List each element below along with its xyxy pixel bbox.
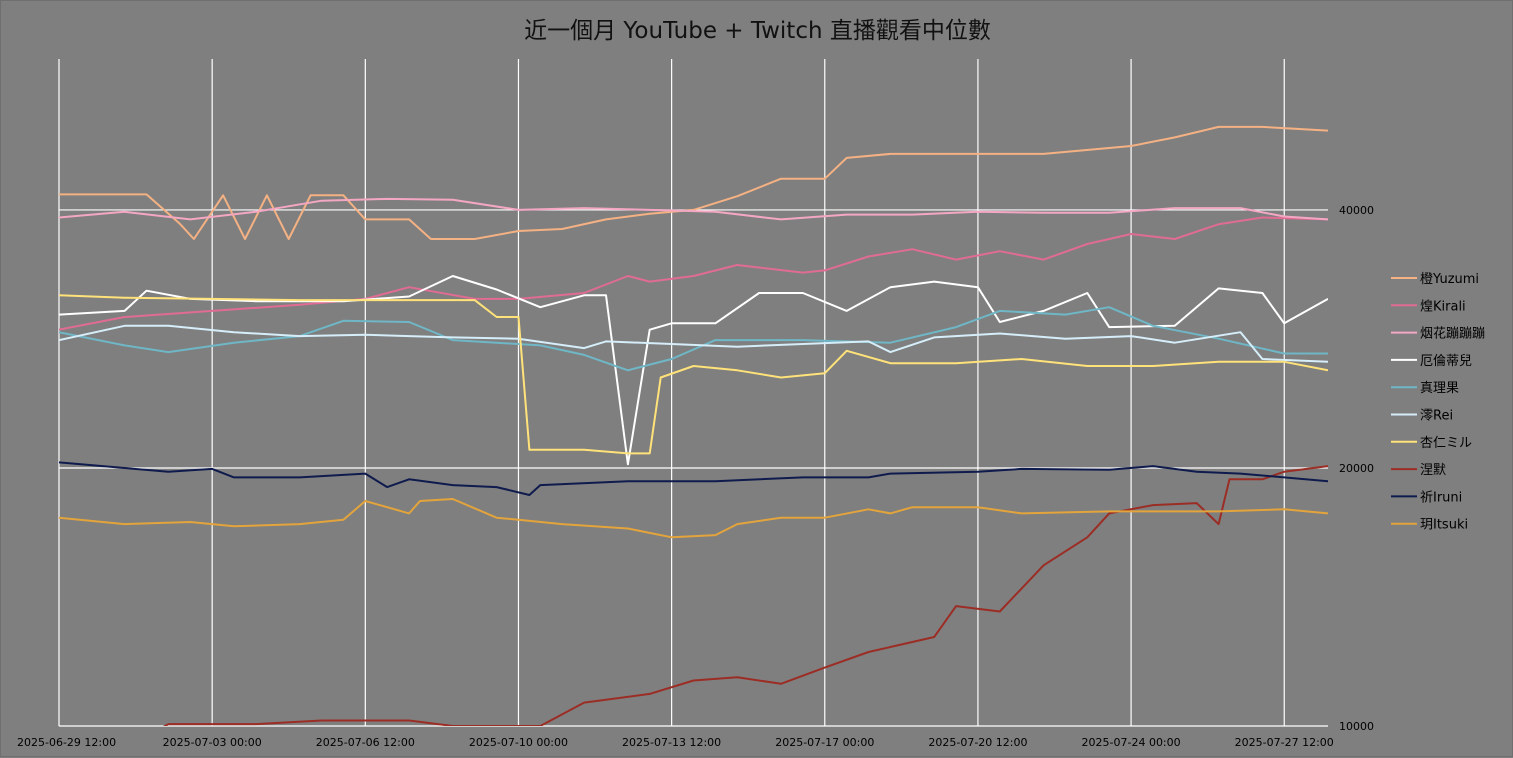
x-tick-label-0: 2025-06-29 12:00 [17, 736, 116, 749]
x-tick-label-5: 2025-07-17 00:00 [775, 736, 874, 749]
legend-label-9: 玥Itsuki [1420, 518, 1468, 533]
y-tick-label-1: 20000 [1339, 462, 1374, 475]
x-tick-label-3: 2025-07-10 00:00 [469, 736, 568, 749]
series-line-3 [59, 275, 1328, 466]
series-line-7 [163, 465, 1328, 726]
legend-label-5: 澪Rei [1420, 409, 1453, 424]
legend-label-2: 烟花蹦蹦蹦 [1420, 326, 1485, 342]
series-line-4 [59, 306, 1328, 372]
x-tick-label-8: 2025-07-27 12:00 [1235, 736, 1334, 749]
legend-label-3: 厄倫蒂兒 [1420, 354, 1472, 369]
series-line-2 [59, 197, 1328, 221]
series-line-1 [59, 216, 1328, 331]
series-lines [59, 125, 1328, 726]
y-tick-label-2: 40000 [1339, 204, 1374, 217]
x-tick-label-6: 2025-07-20 12:00 [928, 736, 1027, 749]
legend-label-4: 真理果 [1420, 381, 1459, 396]
x-tick-label-1: 2025-07-03 00:00 [163, 736, 262, 749]
x-tick-label-2: 2025-07-06 12:00 [316, 736, 415, 749]
x-tick-label-7: 2025-07-24 00:00 [1082, 736, 1181, 749]
legend-label-8: 祈Iruni [1420, 490, 1462, 505]
series-line-9 [59, 498, 1328, 539]
legend-label-0: 橙Yuzumi [1420, 272, 1479, 287]
legend-label-7: 涅默 [1420, 462, 1446, 478]
legend-label-1: 煌Kirali [1420, 299, 1466, 314]
x-tick-label-4: 2025-07-13 12:00 [622, 736, 721, 749]
series-line-5 [59, 324, 1328, 363]
legend-label-6: 杏仁ミル [1420, 436, 1472, 451]
series-line-0 [59, 125, 1328, 240]
series-line-6 [59, 294, 1328, 455]
chart-title: 近一個月 YouTube + Twitch 直播觀看中位數 [524, 18, 991, 44]
series-line-8 [59, 461, 1328, 496]
y-tick-label-0: 10000 [1339, 720, 1374, 733]
